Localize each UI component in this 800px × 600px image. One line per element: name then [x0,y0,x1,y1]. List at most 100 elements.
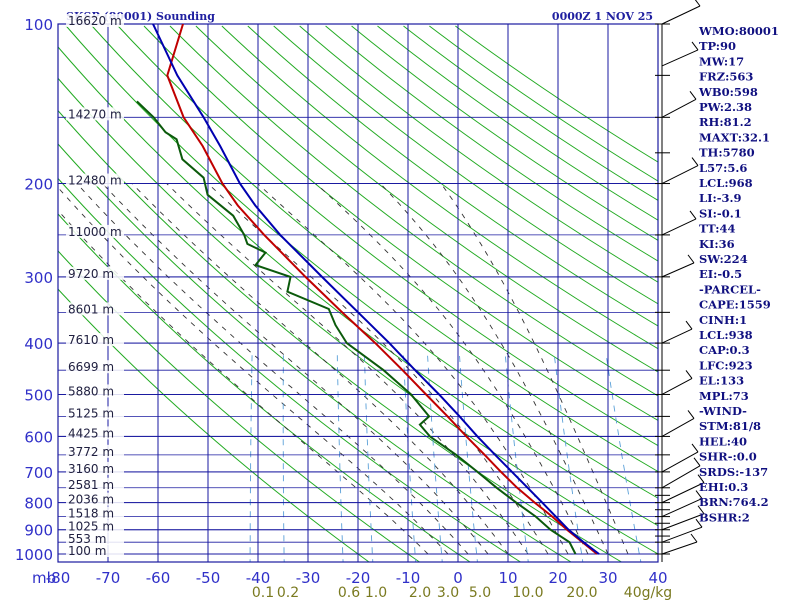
dry-adiabat [351,25,658,241]
wind-barb [661,541,698,555]
mixing-ratio-label: 5.0 [469,585,491,600]
pressure-tick-label: 300 [24,269,53,287]
mixing-ratio-label: 3.0 [437,585,459,600]
wind-barb [661,49,699,67]
wind-barb [661,5,701,25]
dry-adiabat [455,25,658,163]
height-label: 1518 m [68,507,114,521]
height-label-bg [66,173,124,187]
index-value: EL:133 [699,374,744,388]
wind-barb [661,465,701,489]
mixing-ratio-label: 40g/kg [624,585,672,600]
temperature-tick-label: 40 [648,569,667,587]
wind-barb-flag [691,443,699,453]
dry-adiabat [58,143,572,562]
temperature-tick-label: -80 [46,569,71,587]
mixing-ratio-line [363,354,374,562]
index-value: WB0:598 [698,85,758,99]
wind-barb [661,482,705,504]
wind-barb-flag [685,370,693,379]
dry-adiabat [221,25,658,350]
height-label: 5125 m [68,406,114,420]
index-value: CAP:0.3 [699,343,750,357]
height-label-bg [66,461,124,475]
height-label: 8601 m [68,302,114,316]
dry-adiabat [65,25,658,499]
moist-adiabat [58,186,449,555]
mixing-ratio-label: 0.1 [252,585,274,600]
height-label-bg [66,302,124,316]
index-value: SHR-:0.0 [699,450,757,464]
dry-adiabat [58,288,370,562]
wind-barb-flag [697,474,705,483]
profile-line-dewpoint [136,100,577,555]
index-value: RH:81.2 [699,115,752,129]
dry-adiabat [299,25,658,283]
index-value: MW:17 [699,54,744,68]
index-value: WMO:80001 [698,24,779,38]
wind-barb [661,165,699,184]
height-label-bg [66,360,124,374]
moist-adiabat [379,183,609,555]
index-value: TH:5780 [699,146,755,160]
wind-barb-flag [691,157,699,166]
index-value: -PARCEL- [699,282,761,296]
height-label: 7610 m [68,333,114,347]
index-value: BRN:764.2 [699,495,769,509]
index-value: SI:-0.1 [699,206,742,220]
height-label: 553 m [68,532,106,546]
height-label-bg [66,266,124,280]
index-value: MAXT:32.1 [699,130,770,144]
mixing-ratio-label: 1.0 [365,585,387,600]
moist-adiabat [102,183,489,555]
height-label-bg [66,333,124,347]
height-label-bg [66,532,124,546]
moist-adiabat [440,183,629,555]
index-value: STM:81/8 [699,419,761,433]
height-label-bg [66,224,124,238]
height-label: 3160 m [68,462,114,476]
index-value: LFC:923 [699,358,753,372]
temperature-tick-label: 20 [548,569,567,587]
height-label: 11000 m [68,225,122,239]
temperature-tick-label: -60 [146,569,171,587]
moist-adiabat [207,183,549,555]
index-value: SW:224 [699,252,748,266]
height-label: 12480 m [68,174,122,188]
index-value: MPL:73 [699,389,749,403]
index-value: TP:90 [699,39,736,53]
wind-barb [661,513,705,531]
dry-adiabat [91,25,658,473]
height-label-bg [66,519,124,533]
index-value: SRDS:-137 [699,465,768,479]
wind-barb-flag [694,0,701,7]
index-value: L57:5.6 [699,161,747,175]
mixing-ratio-line [402,354,417,562]
wind-barb-flag [685,320,693,330]
dry-adiabat [58,250,420,562]
pressure-tick-label: 600 [24,428,53,446]
moist-adiabat [166,183,529,555]
mixing-ratio-label: 0.2 [277,585,299,600]
temperature-tick-label: -50 [196,569,221,587]
height-label: 9720 m [68,267,114,281]
wind-barbs [655,0,705,562]
profile-line-temperature [166,24,598,555]
wind-barb [661,498,703,518]
mixing-ratio-label: 0.6 [338,585,360,600]
index-value: LCL:968 [699,176,753,190]
temperature-tick-label: 30 [598,569,617,587]
height-label-bg [66,444,124,458]
temperature-tick-label: -70 [96,569,121,587]
mixing-ratio-line [427,354,443,562]
height-label: 5880 m [68,384,114,398]
mixing-ratio-line [605,354,642,562]
dry-adiabat [143,25,658,421]
mixing-ratio-line [504,354,529,562]
dry-adiabat [169,25,658,397]
index-value: EHI:0.3 [699,480,748,494]
pressure-tick-label: 200 [24,176,53,194]
height-label: 4425 m [68,426,114,440]
height-label: 3772 m [68,445,114,459]
